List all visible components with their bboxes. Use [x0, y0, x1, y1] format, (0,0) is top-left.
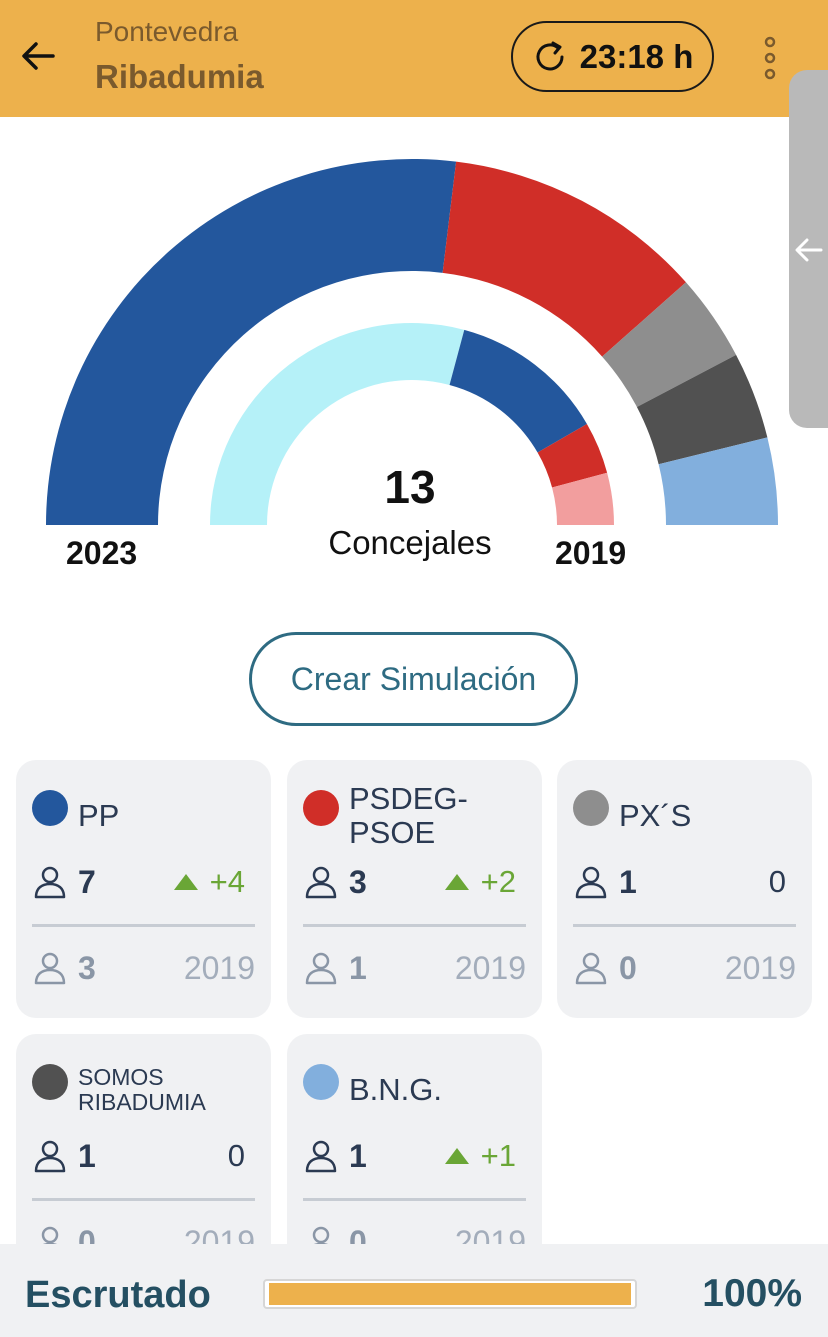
previous-year: 2019: [183, 950, 255, 986]
seat-arc-2019: [449, 329, 587, 453]
seat-arc-2023: [46, 159, 457, 525]
top-bar: Pontevedra Ribadumia 23:18 h: [0, 0, 828, 117]
party-card[interactable]: PP 7 +4 3 2019: [16, 760, 271, 1018]
party-color-dot: [32, 1064, 68, 1100]
seat-change-value: 0: [227, 1138, 245, 1173]
seat-change-value: +1: [480, 1138, 516, 1173]
previous-year: 2019: [454, 950, 526, 986]
arrow-left-icon: [22, 42, 55, 70]
update-time: 23:18 h: [579, 37, 694, 75]
triangle-up-icon: [444, 1148, 469, 1164]
person-icon: [305, 1140, 337, 1173]
triangle-up-icon: [173, 874, 198, 890]
seat-arc-2023: [636, 354, 768, 465]
person-icon: [575, 866, 607, 899]
arrow-left-icon: [795, 238, 823, 262]
seat-arc-2023: [658, 437, 778, 525]
seat-arc-2023: [602, 282, 737, 407]
seats-icon-wrap: [303, 1138, 339, 1179]
seats-icon-wrap: [573, 864, 609, 905]
party-name: SOMOS RIBADUMIA: [78, 1063, 206, 1115]
count-progress-bar: [263, 1279, 637, 1309]
outer-year-label: 2023: [66, 535, 138, 571]
party-card[interactable]: PSDEG-PSOE 3 +2 1 2019: [287, 760, 542, 1018]
party-prev-seats: 0: [619, 950, 637, 986]
create-simulation-button[interactable]: Crear Simulación: [249, 632, 578, 726]
seat-change: 0: [769, 864, 786, 900]
person-icon: [34, 952, 66, 985]
count-percent: 100%: [702, 1272, 802, 1315]
card-divider: [32, 1198, 255, 1201]
person-icon: [305, 866, 337, 899]
prev-seats-icon-wrap: [32, 950, 68, 991]
party-color-dot: [573, 790, 609, 826]
person-icon: [34, 866, 66, 899]
count-label: Escrutado: [25, 1274, 211, 1316]
party-seats: 3: [349, 864, 367, 900]
create-simulation-label: Crear Simulación: [290, 660, 537, 697]
seat-arc-2019: [552, 472, 614, 525]
card-divider: [32, 924, 255, 927]
seat-change: 0: [228, 1138, 245, 1174]
seat-arc-2019: [210, 323, 465, 525]
party-color-dot: [303, 790, 339, 826]
seat-change-value: +2: [480, 864, 516, 899]
prev-seats-icon-wrap: [573, 950, 609, 991]
party-color-dot: [303, 1064, 339, 1100]
seats-icon-wrap: [32, 1138, 68, 1179]
seat-change-value: +4: [209, 864, 245, 899]
card-divider: [303, 1198, 526, 1201]
prev-seats-icon-wrap: [303, 950, 339, 991]
person-icon: [34, 1140, 66, 1173]
party-prev-seats: 3: [78, 950, 96, 986]
seat-arc-2019: [537, 424, 608, 488]
seats-icon-wrap: [303, 864, 339, 905]
party-prev-seats: 1: [349, 950, 367, 986]
party-seats: 1: [78, 1138, 96, 1174]
party-seats: 1: [349, 1138, 367, 1174]
triangle-up-icon: [444, 874, 469, 890]
party-name: PX´S: [619, 797, 692, 833]
more-options-button[interactable]: [752, 30, 788, 86]
party-name: PP: [78, 797, 120, 833]
party-color-dot: [32, 790, 68, 826]
inner-year-label: 2019: [555, 535, 627, 571]
refresh-icon: [536, 41, 564, 70]
seat-change: +4: [172, 864, 245, 900]
refresh-time-button[interactable]: 23:18 h: [511, 21, 714, 92]
seat-arc-2023: [442, 161, 686, 357]
seats-chart: [46, 159, 778, 525]
person-icon: [575, 952, 607, 985]
side-drawer-handle[interactable]: [789, 70, 828, 428]
seat-change: +1: [443, 1138, 516, 1174]
party-seats: 1: [619, 864, 637, 900]
chart-center-label: Concejales: [328, 524, 492, 561]
party-name: PSDEG-PSOE: [349, 780, 468, 850]
card-divider: [303, 924, 526, 927]
municipality-name: Ribadumia: [95, 58, 264, 95]
party-card[interactable]: PX´S 1 0 0 2019: [557, 760, 812, 1018]
more-vertical-icon: [764, 36, 776, 80]
total-seats: 13: [384, 461, 436, 513]
count-progress-footer: Escrutado 100%: [0, 1244, 828, 1337]
seat-change: +2: [443, 864, 516, 900]
party-name: B.N.G.: [349, 1071, 443, 1107]
seat-change-value: 0: [768, 864, 786, 899]
previous-year: 2019: [724, 950, 796, 986]
back-button[interactable]: [16, 34, 60, 78]
count-progress-fill: [269, 1283, 631, 1305]
party-seats: 7: [78, 864, 96, 900]
person-icon: [305, 952, 337, 985]
province-name: Pontevedra: [95, 16, 239, 47]
seats-icon-wrap: [32, 864, 68, 905]
card-divider: [573, 924, 796, 927]
